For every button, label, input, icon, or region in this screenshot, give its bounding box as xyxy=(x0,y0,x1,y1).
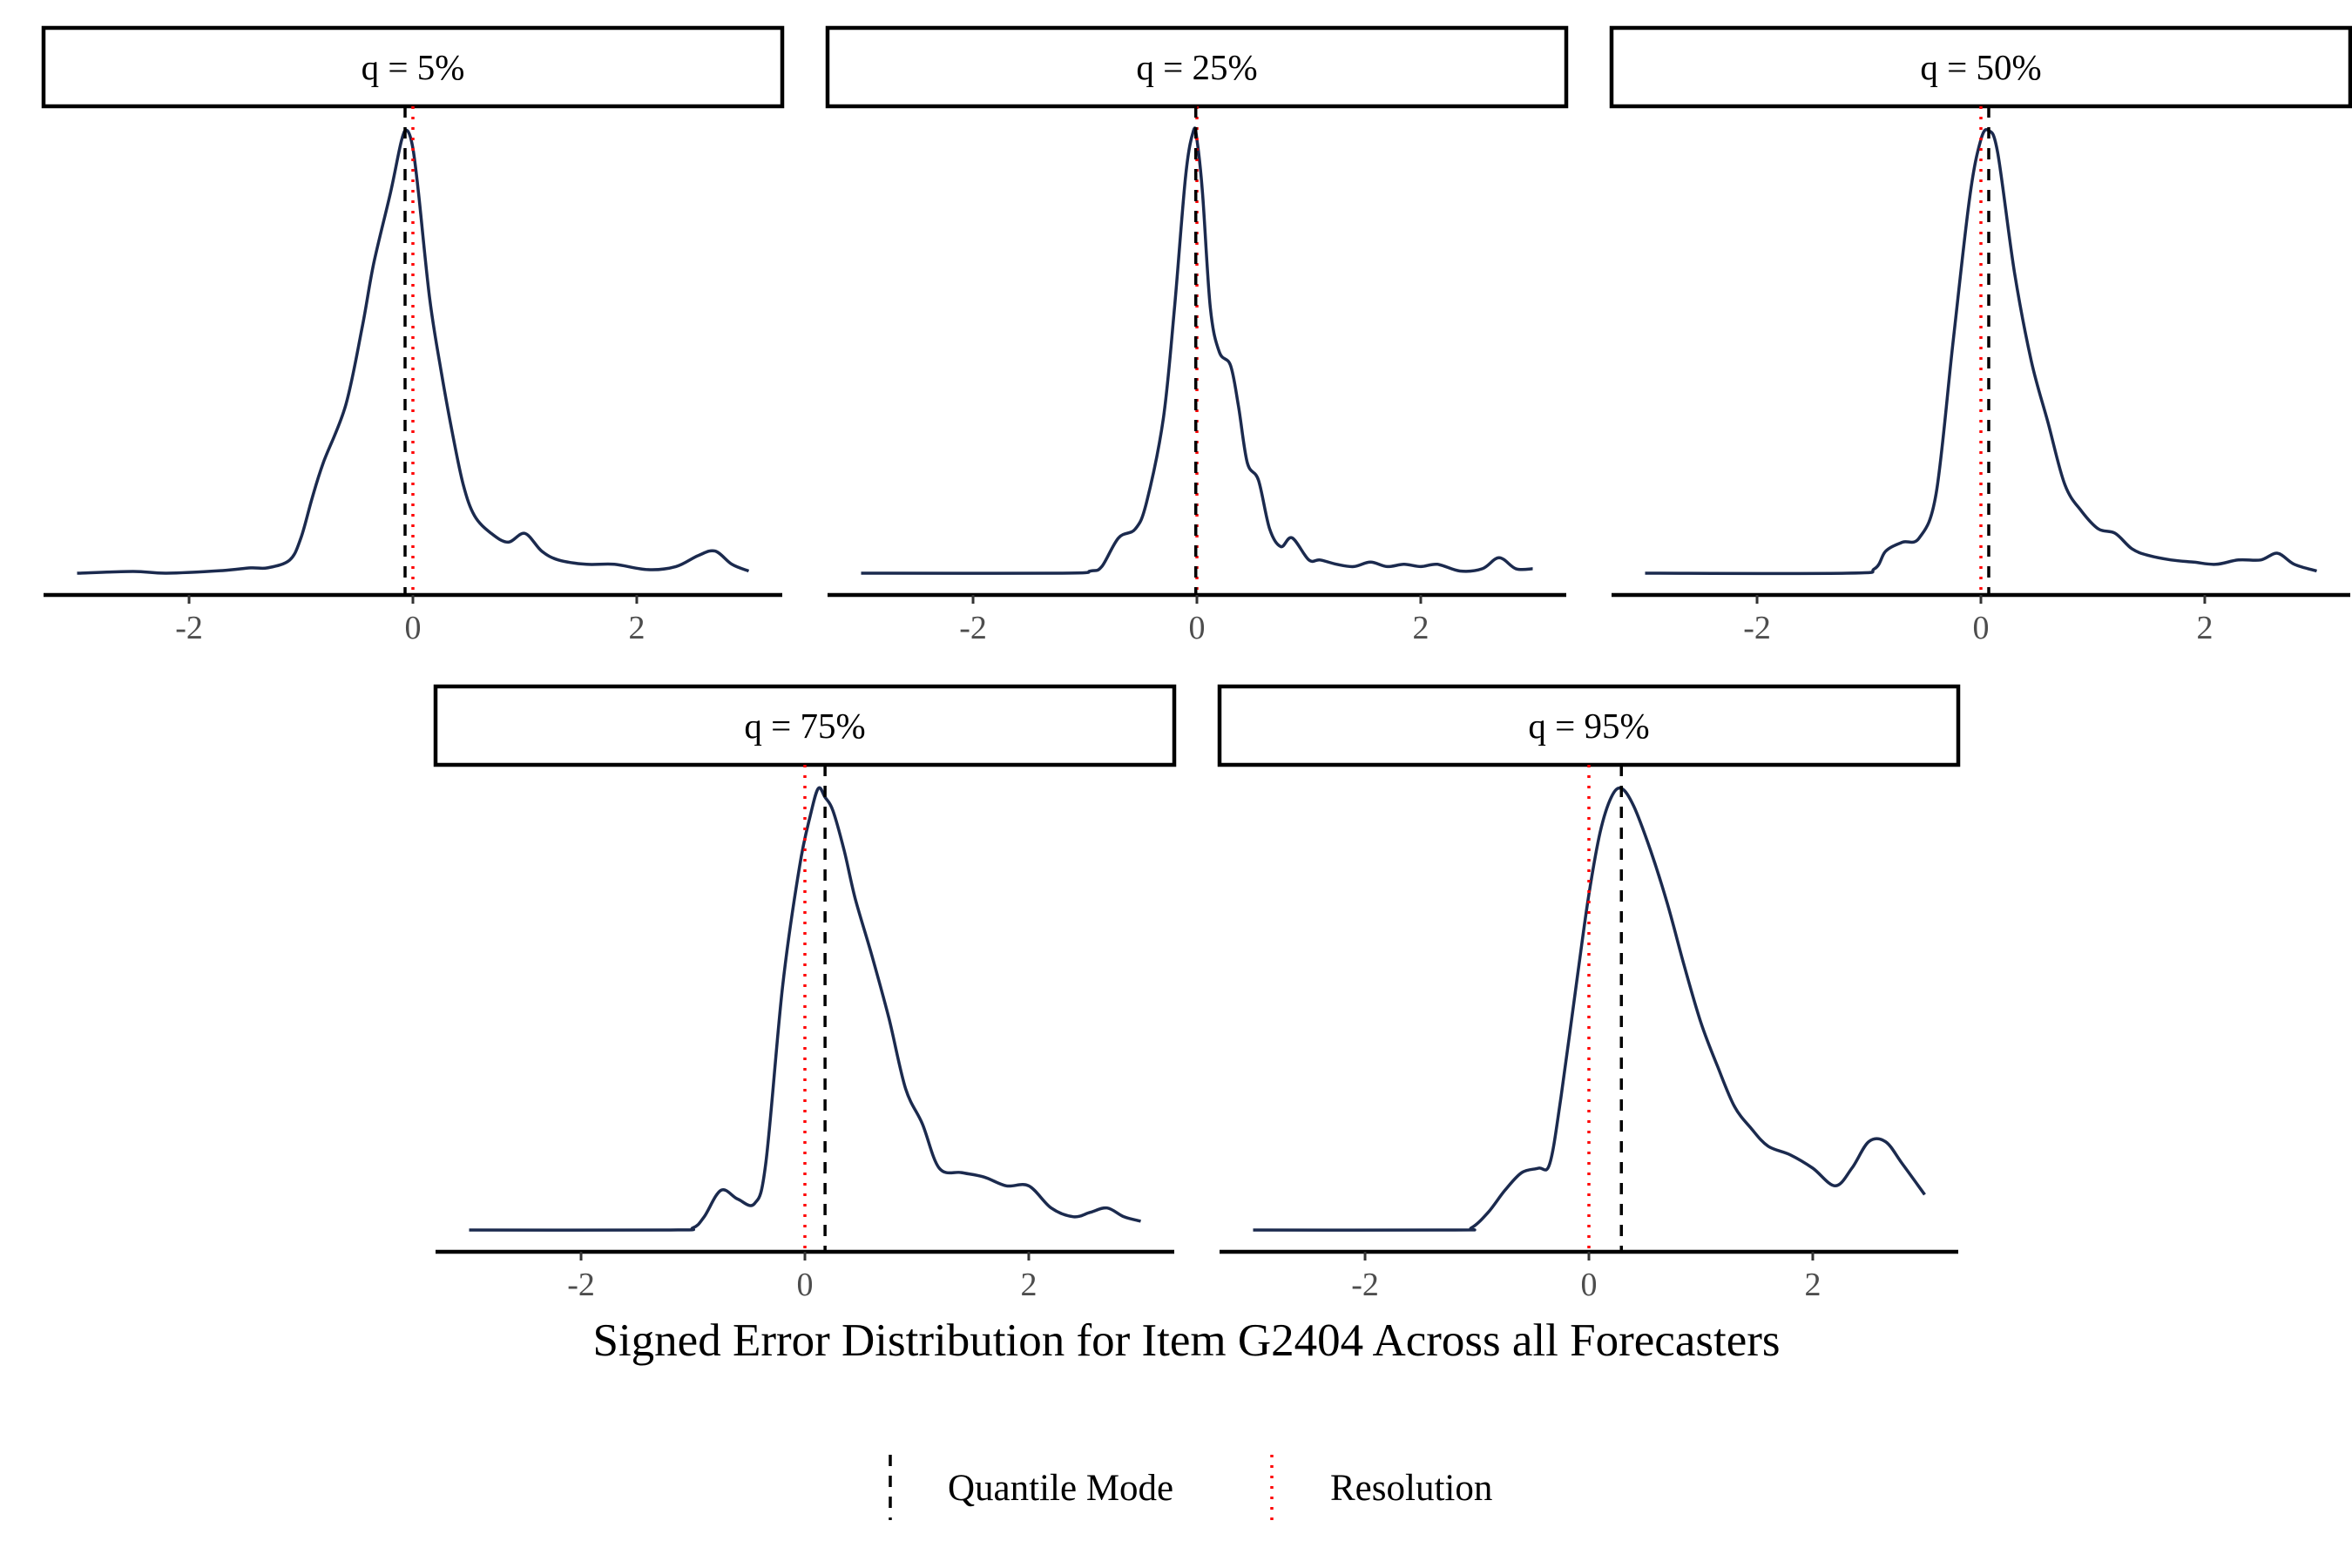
legend: Quantile Mode Resolution xyxy=(889,1455,1492,1520)
facet-panel: q = 5% -2 0 2 xyxy=(41,25,785,646)
x-tick-label: 0 xyxy=(405,610,422,646)
facet-panel: q = 50% -2 0 2 xyxy=(1609,25,2352,646)
strip-label: q = 5% xyxy=(362,47,465,87)
x-tick-label: -2 xyxy=(959,610,987,646)
strip-label: q = 75% xyxy=(744,706,865,746)
density-curve xyxy=(861,126,1533,575)
strip-label: q = 50% xyxy=(1920,47,2041,87)
strip-box xyxy=(433,684,1177,767)
strip-box xyxy=(1609,25,2352,109)
x-tick-label: -2 xyxy=(175,610,203,646)
facet-panels: q = 5% -2 0 2 q = 25% -2 0 2 q = 50% -2 0 2 q = 75% -… xyxy=(41,25,2352,1303)
x-tick-label: -2 xyxy=(1743,610,1771,646)
density-curve xyxy=(1253,786,1926,1232)
x-tick-label: 2 xyxy=(1020,1267,1037,1303)
x-tick-label: 2 xyxy=(1804,1267,1821,1303)
facet-panel: q = 75% -2 0 2 xyxy=(433,684,1177,1303)
legend-label-resolution: Resolution xyxy=(1330,1468,1492,1509)
strip-label: q = 95% xyxy=(1528,706,1649,746)
strip-label: q = 25% xyxy=(1136,47,1257,87)
x-tick-label: 2 xyxy=(1412,610,1429,646)
legend-label-quantile-mode: Quantile Mode xyxy=(948,1468,1173,1509)
x-tick-label: -2 xyxy=(567,1267,595,1303)
x-tick-label: 0 xyxy=(1189,610,1206,646)
density-curve xyxy=(469,786,1141,1232)
x-tick-label: 0 xyxy=(1581,1267,1598,1303)
facet-panel: q = 95% -2 0 2 xyxy=(1217,684,1961,1303)
strip-box xyxy=(41,25,785,109)
x-axis-title: Signed Error Distribution for Item G2404… xyxy=(592,1315,1780,1366)
x-tick-label: 2 xyxy=(628,610,645,646)
x-tick-label: 0 xyxy=(797,1267,814,1303)
facet-panel: q = 25% -2 0 2 xyxy=(825,25,1569,646)
x-tick-label: 2 xyxy=(2196,610,2213,646)
x-tick-label: -2 xyxy=(1351,1267,1379,1303)
x-tick-label: 0 xyxy=(1973,610,1990,646)
density-curve xyxy=(1645,128,2318,576)
density-curve xyxy=(77,128,750,575)
